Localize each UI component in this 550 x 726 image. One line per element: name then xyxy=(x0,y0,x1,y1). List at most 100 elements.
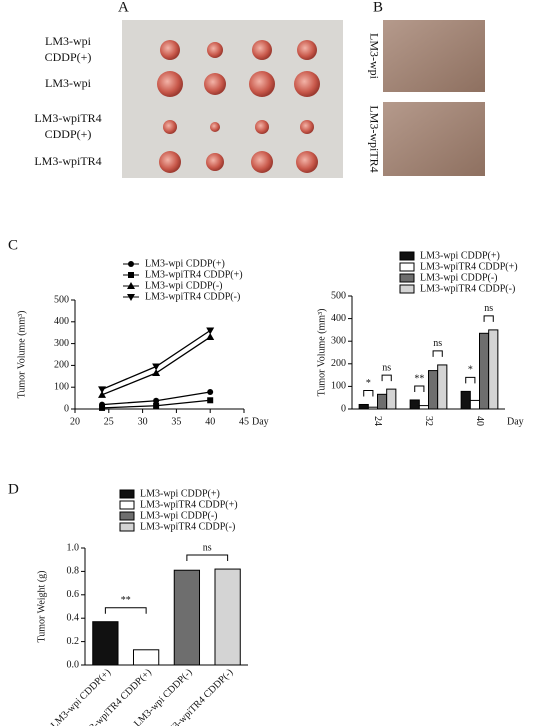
bar xyxy=(469,399,481,410)
panel-label: B xyxy=(373,0,383,15)
legend-swatch xyxy=(399,251,415,261)
sig-bracket xyxy=(465,376,476,384)
series-line xyxy=(101,329,211,390)
y-axis-label: Tumor Volume (mm³) xyxy=(16,311,27,399)
sig-label: ** xyxy=(121,595,131,606)
bar xyxy=(132,649,160,666)
photo-label: LM3-wpi xyxy=(367,33,381,80)
legend-swatch xyxy=(399,262,415,272)
sig-label: ** xyxy=(414,373,424,384)
tumor xyxy=(163,120,177,134)
bar xyxy=(358,403,369,410)
y-tick-label: 100 xyxy=(331,381,346,392)
marker xyxy=(128,272,134,278)
marker xyxy=(128,261,134,267)
y-tick-label: 400 xyxy=(54,316,69,327)
sig-bracket xyxy=(363,389,374,397)
sig-bracket xyxy=(381,374,392,382)
photo-label: LM3-wpi xyxy=(45,34,92,48)
x-tick-label: 40 xyxy=(474,416,485,426)
legend-label: LM3-wpiTR4 CDDP(-) xyxy=(145,291,240,302)
photo-b1 xyxy=(383,20,485,92)
marker xyxy=(207,388,214,395)
legend-label: LM3-wpi CDDP(-) xyxy=(420,272,498,283)
bar xyxy=(437,364,448,410)
x-tick-label: 40 xyxy=(205,416,215,427)
photo-b2 xyxy=(383,102,485,176)
legend-label: LM3-wpiTR4 CDDP(+) xyxy=(140,499,238,510)
y-tick-label: 0.2 xyxy=(67,636,80,647)
tumor xyxy=(157,71,183,97)
sig-label: ns xyxy=(382,362,391,373)
y-tick-label: 200 xyxy=(54,360,69,371)
sig-bracket xyxy=(414,385,425,392)
marker xyxy=(207,397,214,404)
panel-label: D xyxy=(8,481,19,497)
y-tick-label: 0 xyxy=(64,403,69,414)
legend-label: LM3-wpi CDDP(+) xyxy=(145,258,225,269)
tumor xyxy=(206,153,224,171)
y-tick-label: 100 xyxy=(54,381,69,392)
marker xyxy=(153,402,160,409)
y-tick-label: 0.6 xyxy=(67,589,80,600)
sig-label: * xyxy=(468,365,473,376)
y-tick-label: 0 xyxy=(341,403,346,414)
tumor xyxy=(252,40,272,60)
marker xyxy=(127,294,135,301)
marker xyxy=(98,386,107,394)
tumor xyxy=(251,151,273,173)
sig-bracket xyxy=(432,350,443,357)
y-tick-label: 200 xyxy=(331,358,346,369)
legend-label: LM3-wpiTR4 CDDP(-) xyxy=(140,521,235,532)
bar xyxy=(386,388,397,410)
tumor xyxy=(300,120,314,134)
y-tick-label: 400 xyxy=(331,313,346,324)
photo-label: LM3-wpi xyxy=(45,76,92,90)
legend-swatch xyxy=(119,522,135,532)
tumor xyxy=(210,122,220,132)
bar xyxy=(409,399,420,410)
legend-label: LM3-wpi CDDP(-) xyxy=(140,510,218,521)
sig-bracket xyxy=(483,315,494,322)
tumor xyxy=(297,40,317,60)
legend-label: LM3-wpiTR4 CDDP(+) xyxy=(420,261,518,272)
x-tick-label: 30 xyxy=(138,416,148,427)
legend-swatch xyxy=(399,273,415,283)
sig-bracket xyxy=(104,607,147,614)
panel-label: A xyxy=(118,0,129,15)
photo-label: CDDP(+) xyxy=(45,127,92,141)
legend-label: LM3-wpi CDDP(+) xyxy=(140,488,220,499)
tumor xyxy=(249,71,275,97)
x-tick-label: 45 xyxy=(239,416,249,427)
legend-label: LM3-wpiTR4 CDDP(-) xyxy=(420,283,515,294)
tumor xyxy=(160,40,180,60)
y-axis-label: Tumor Weight (g) xyxy=(36,571,47,643)
bar xyxy=(92,621,119,666)
marker xyxy=(127,282,135,289)
marker xyxy=(152,369,161,377)
legend-swatch xyxy=(119,500,135,510)
photo-label: LM3-wpiTR4 xyxy=(367,105,381,172)
photo-label: CDDP(+) xyxy=(45,50,92,64)
bar xyxy=(460,390,471,410)
sig-label: * xyxy=(366,378,371,389)
y-tick-label: 300 xyxy=(331,335,346,346)
x-tick-label: 24 xyxy=(372,416,383,426)
x-tick-label: 20 xyxy=(70,416,80,427)
bar xyxy=(418,405,430,410)
legend-label: LM3-wpiTR4 CDDP(+) xyxy=(145,269,243,280)
marker xyxy=(206,327,215,335)
bar xyxy=(428,370,439,410)
x-tick-label: 35 xyxy=(171,416,181,427)
x-axis-label: Day xyxy=(507,416,524,427)
bar xyxy=(479,332,490,410)
sig-label: ns xyxy=(484,303,493,314)
photo-label: LM3-wpiTR4 xyxy=(34,111,101,125)
marker xyxy=(99,404,106,411)
tumor xyxy=(296,151,318,173)
legend-swatch xyxy=(119,511,135,521)
marker xyxy=(206,333,215,341)
tumor xyxy=(255,120,269,134)
sig-label: ns xyxy=(433,338,442,349)
